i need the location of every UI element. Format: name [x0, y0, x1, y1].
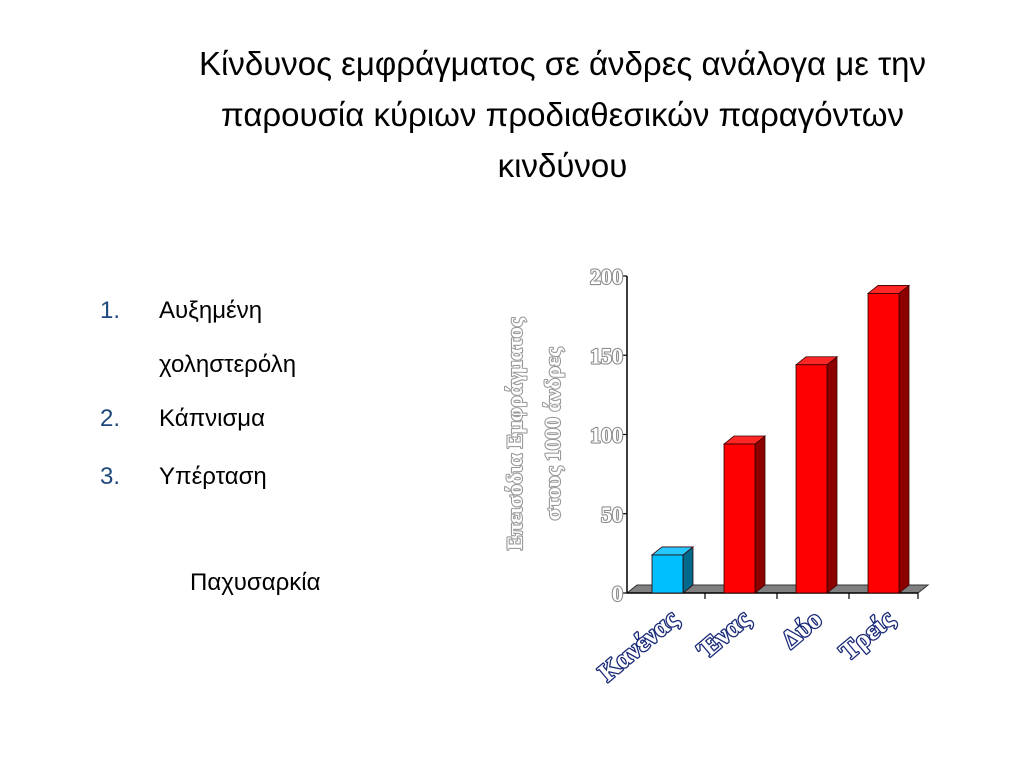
slide-title: Κίνδυνος εμφράγματος σε άνδρες ανάλογα μ… [100, 38, 1024, 191]
list-number: 2. [100, 405, 121, 432]
bar-front [723, 443, 756, 594]
x-category-label: Δύο [776, 604, 827, 654]
y-tick-label: 200 [590, 264, 623, 289]
list-item: 2. Κάπνισμα [100, 392, 430, 450]
bar-2 [722, 435, 767, 594]
bar-front [651, 554, 684, 594]
bar-front [795, 364, 828, 594]
y-axis-title: Επεισόδια Εμφράγματος στους 1000 άνδρες [501, 316, 566, 551]
title-line: κινδύνου [497, 147, 628, 184]
x-category-label: Τρείς [834, 604, 900, 666]
list-item-text: Υπέρταση [159, 450, 419, 504]
list-item-line: Υπέρταση [159, 463, 267, 490]
bar-side [898, 284, 910, 594]
bar-side [826, 355, 838, 594]
list-number: 3. [100, 463, 121, 490]
x-category-label: Κανένας [593, 604, 684, 687]
x-category-label: Ένας [691, 604, 756, 665]
y-ticks: 0 50 100 150 200 [589, 263, 919, 607]
y-tick-label: 150 [590, 343, 623, 368]
y-tick-label: 100 [590, 423, 623, 448]
list-item-text: Αυξημένη χοληστερόλη [159, 284, 419, 392]
title-line: παρουσία κύριων προδιαθεσικών παραγόντων [221, 96, 904, 133]
title-line: Κίνδυνος εμφράγματος σε άνδρες ανάλογα μ… [198, 45, 927, 82]
bar-4 [866, 284, 911, 594]
bar-3 [794, 355, 839, 594]
list-item-text: Κάπνισμα [159, 392, 419, 446]
y-axis-title-line: στους 1000 άνδρες [540, 347, 565, 521]
bar-1 [650, 546, 695, 594]
risk-factor-list: 1. Αυξημένη χοληστερόλη 2. Κάπνισμα 3. Υ… [100, 284, 430, 508]
list-number: 1. [100, 297, 121, 324]
x-categories: Κανένας Ένας Δύο Τρείς [591, 602, 901, 688]
list-item-line: Αυξημένη [159, 297, 263, 324]
list-item-line: Κάπνισμα [159, 405, 265, 432]
bar-front [867, 293, 900, 594]
bar-side [754, 435, 766, 594]
list-item: 3. Υπέρταση [100, 450, 430, 508]
y-tick-label: 50 [601, 502, 623, 527]
y-tick-label: 0 [612, 581, 623, 606]
list-item: 1. Αυξημένη χοληστερόλη [100, 284, 430, 392]
bars [650, 284, 911, 594]
list-item-line: χοληστερόλη [159, 351, 297, 378]
extra-risk-factor: Παχυσαρκία [190, 569, 321, 596]
y-axis-title-line: Επεισόδια Εμφράγματος [502, 317, 527, 550]
